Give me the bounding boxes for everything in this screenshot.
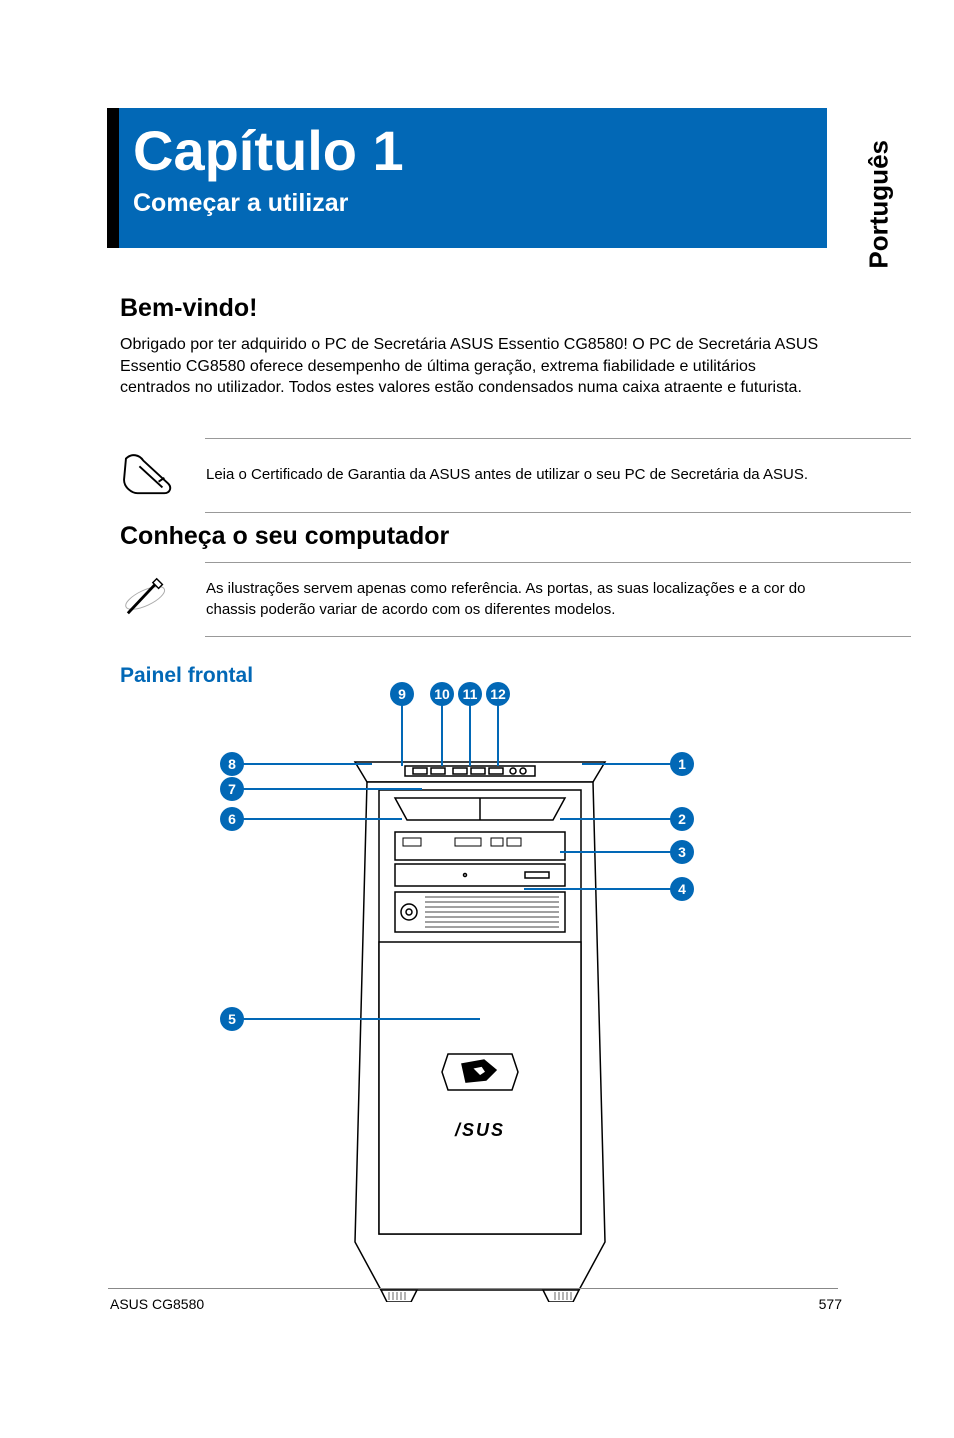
welcome-paragraph: Obrigado por ter adquirido o PC de Secre… bbox=[120, 334, 820, 399]
callout-6: 6 bbox=[220, 807, 244, 831]
callout-4: 4 bbox=[670, 877, 694, 901]
callout-8: 8 bbox=[220, 752, 244, 776]
hand-note-icon bbox=[120, 449, 178, 502]
note-warranty-text: Leia o Certificado de Garantia da ASUS a… bbox=[206, 465, 808, 485]
callout-5: 5 bbox=[220, 1007, 244, 1031]
svg-text:/SUS: /SUS bbox=[454, 1120, 505, 1140]
leader-line bbox=[560, 851, 672, 853]
chapter-subtitle: Começar a utilizar bbox=[133, 189, 807, 218]
callout-11: 11 bbox=[458, 682, 482, 706]
chapter-title: Capítulo 1 bbox=[133, 122, 807, 181]
note-warranty: Leia o Certificado de Garantia da ASUS a… bbox=[120, 438, 840, 513]
leader-line bbox=[242, 788, 422, 790]
leader-line bbox=[441, 704, 443, 766]
callout-12: 12 bbox=[486, 682, 510, 706]
rule bbox=[205, 512, 911, 513]
note-reference: As ilustrações servem apenas como referê… bbox=[120, 562, 840, 637]
callout-1: 1 bbox=[670, 752, 694, 776]
rule bbox=[205, 636, 911, 637]
leader-line bbox=[401, 704, 403, 766]
know-heading: Conheça o seu computador bbox=[120, 522, 449, 551]
tower-illustration: /SUS bbox=[335, 742, 625, 1302]
callout-3: 3 bbox=[670, 840, 694, 864]
footer-product: ASUS CG8580 bbox=[110, 1296, 204, 1312]
footer-rule bbox=[108, 1288, 838, 1289]
callout-2: 2 bbox=[670, 807, 694, 831]
front-panel-diagram: /SUS 9 10 bbox=[200, 672, 760, 1282]
callout-10: 10 bbox=[430, 682, 454, 706]
footer-page-number: 577 bbox=[819, 1296, 842, 1312]
leader-line bbox=[242, 763, 372, 765]
welcome-heading: Bem-vindo! bbox=[120, 294, 258, 323]
leader-line bbox=[582, 763, 672, 765]
callout-7: 7 bbox=[220, 777, 244, 801]
leader-line bbox=[242, 1018, 480, 1020]
leader-line bbox=[524, 888, 672, 890]
callout-9: 9 bbox=[390, 682, 414, 706]
note-reference-text: As ilustrações servem apenas como referê… bbox=[206, 579, 840, 620]
leader-line bbox=[469, 704, 471, 766]
leader-line bbox=[560, 818, 672, 820]
pen-note-icon bbox=[120, 573, 178, 626]
leader-line bbox=[242, 818, 402, 820]
chapter-banner: Capítulo 1 Começar a utilizar bbox=[107, 108, 827, 248]
language-tab: Português bbox=[864, 140, 895, 269]
leader-line bbox=[497, 704, 499, 766]
